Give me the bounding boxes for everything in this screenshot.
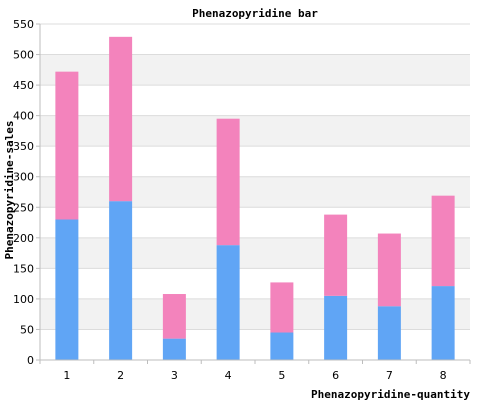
- bar-segment-series-2: [109, 36, 133, 202]
- y-tick-label: 50: [20, 323, 34, 336]
- x-tick-label: 2: [117, 369, 124, 382]
- y-tick-label: 0: [27, 354, 34, 367]
- bar-segment-series-1: [109, 201, 133, 360]
- background-bands: [40, 54, 470, 330]
- axes: [36, 23, 471, 364]
- y-tick-label: 400: [13, 110, 34, 123]
- x-axis-label: Phenazopyridine-quantity: [311, 388, 470, 400]
- bar-segment-series-1: [162, 338, 186, 360]
- bar-segment-series-1: [55, 219, 79, 360]
- y-tick-label: 500: [13, 49, 34, 62]
- background-band: [40, 176, 470, 208]
- bar-segment-series-2: [55, 71, 79, 220]
- bars: [55, 36, 455, 360]
- y-tick-labels: 0 50 100 150 200 250 300 350 400 450 500 550: [13, 18, 34, 367]
- x-tick-label: 7: [386, 369, 393, 382]
- y-tick-label: 350: [13, 140, 34, 153]
- y-tick-label: 450: [13, 79, 34, 92]
- bar-segment-series-1: [431, 286, 455, 360]
- bar-segment-series-1: [216, 245, 240, 360]
- bar-segment-series-2: [431, 195, 455, 287]
- y-tick-label: 200: [13, 232, 34, 245]
- x-tick-labels: 1 2 3 4 5 6 7 8: [63, 369, 446, 382]
- bar-segment-series-1: [270, 332, 294, 360]
- y-axis-label: Phenazopyridine-sales: [3, 120, 16, 259]
- background-band: [40, 298, 470, 330]
- bar-segment-series-2: [162, 294, 186, 339]
- bar-segment-series-1: [324, 295, 348, 360]
- bar-segment-series-2: [377, 233, 401, 307]
- y-tick-label: 300: [13, 171, 34, 184]
- bar-segment-series-1: [377, 306, 401, 360]
- x-tick-label: 1: [63, 369, 70, 382]
- y-tick-label: 250: [13, 201, 34, 214]
- x-tick-label: 4: [225, 369, 232, 382]
- x-tick-label: 5: [278, 369, 285, 382]
- background-band: [40, 54, 470, 86]
- bar-segment-series-2: [270, 282, 294, 333]
- x-tick-label: 8: [440, 369, 447, 382]
- x-tick-label: 6: [332, 369, 339, 382]
- y-tick-label: 550: [13, 18, 34, 31]
- background-band: [40, 237, 470, 269]
- chart-title: Phenazopyridine bar: [192, 7, 318, 20]
- background-band: [40, 115, 470, 147]
- bar-segment-series-2: [324, 214, 348, 296]
- bar-segment-series-2: [216, 118, 240, 246]
- x-tick-label: 3: [171, 369, 178, 382]
- y-tick-label: 100: [13, 293, 34, 306]
- y-tick-label: 150: [13, 262, 34, 275]
